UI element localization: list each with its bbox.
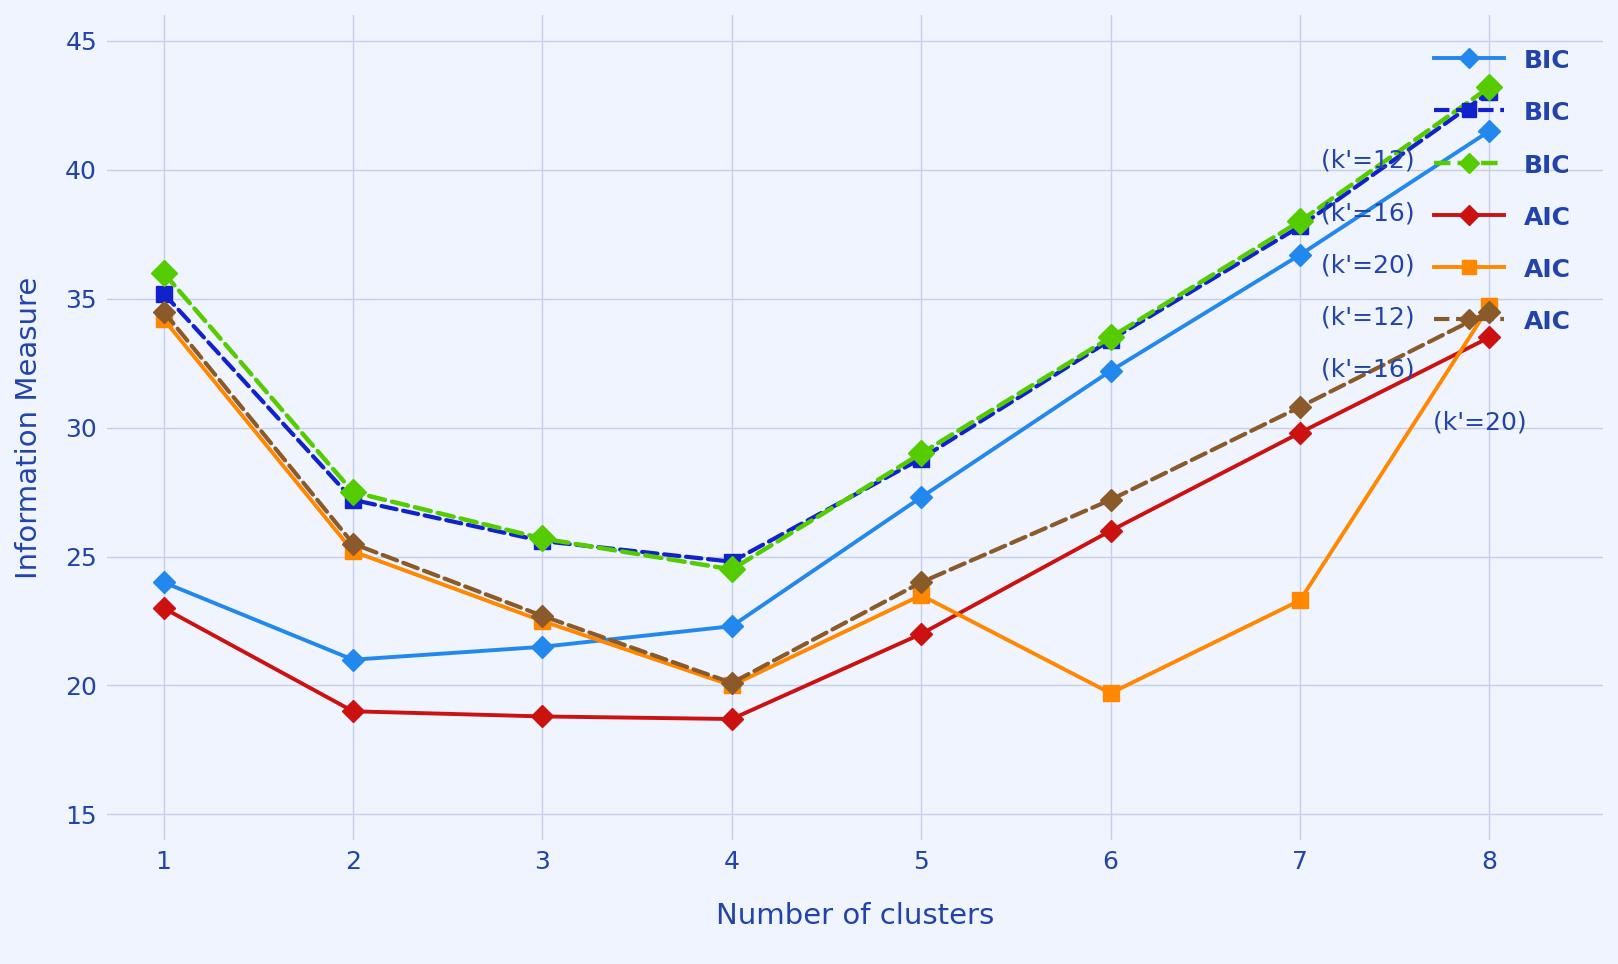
X-axis label: Number of clusters: Number of clusters xyxy=(715,901,993,929)
Legend: BIC, BIC, BIC, AIC, AIC, AIC: BIC, BIC, BIC, AIC, AIC, AIC xyxy=(1421,36,1582,347)
Text: (k'=20): (k'=20) xyxy=(1425,410,1526,434)
Text: (k'=12): (k'=12) xyxy=(1314,148,1414,173)
Text: (k'=16): (k'=16) xyxy=(1314,358,1416,382)
Text: (k'=12): (k'=12) xyxy=(1314,306,1416,330)
Text: (k'=20): (k'=20) xyxy=(1314,254,1414,278)
Y-axis label: Information Measure: Information Measure xyxy=(15,277,44,578)
Text: (k'=16): (k'=16) xyxy=(1314,201,1414,226)
